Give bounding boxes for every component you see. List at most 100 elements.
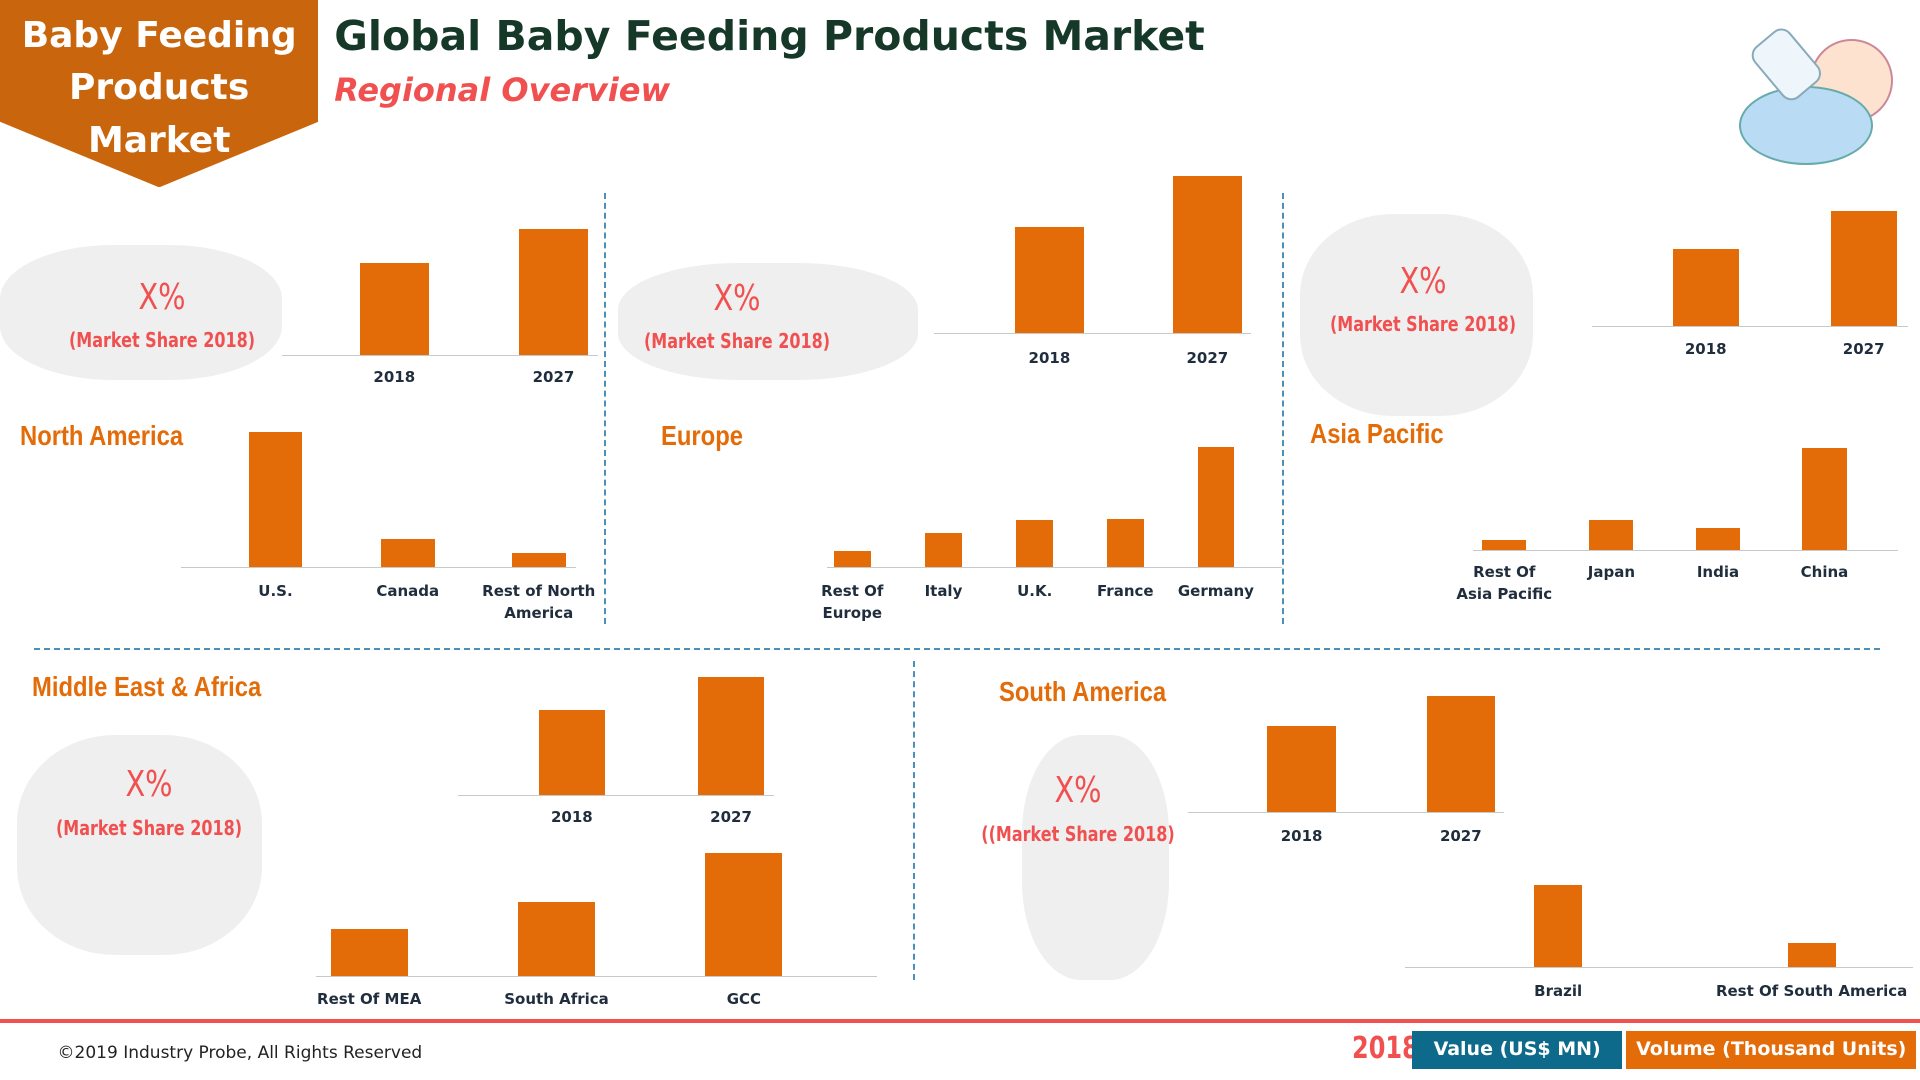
x-tick-label: Brazil <box>1534 981 1583 1000</box>
x-tick-label: Italy <box>924 582 963 601</box>
bar <box>1426 695 1496 812</box>
bar <box>517 902 596 976</box>
bar <box>1695 527 1740 550</box>
x-axis-line <box>457 794 774 796</box>
x-tick-label: Rest Of Asia Pacific <box>1456 562 1553 603</box>
bar <box>1016 520 1054 567</box>
market-share-value: X% <box>1399 260 1447 302</box>
x-tick-label: 2018 <box>550 807 593 826</box>
legend-item: Value (US$ MN) <box>1411 1031 1623 1069</box>
x-tick-label: Canada <box>376 582 440 601</box>
market-share-value: X% <box>125 764 173 806</box>
bar <box>1802 448 1847 550</box>
separator <box>1282 193 1285 625</box>
separator <box>913 661 916 980</box>
bar <box>705 853 783 976</box>
x-tick-label: 2018 <box>373 368 416 387</box>
bar <box>248 432 303 567</box>
x-tick-label: Rest Of South America <box>1715 981 1908 1000</box>
x-tick-label: 2027 <box>1439 827 1482 846</box>
bar <box>538 710 605 795</box>
bar <box>925 532 962 567</box>
bar <box>1015 226 1084 334</box>
x-tick-label: Rest Of MEA <box>317 990 422 1009</box>
x-tick-label: 2018 <box>1280 827 1323 846</box>
subtitle: Regional Overview <box>334 71 671 110</box>
x-axis-line <box>181 566 576 568</box>
bar <box>1173 176 1242 334</box>
copyright: ©2019 Industry Probe, All Rights Reserve… <box>57 1043 423 1064</box>
x-axis-line <box>1187 811 1504 813</box>
legend-item: Volume (Thousand Units) <box>1626 1031 1917 1069</box>
title: Global Baby Feeding Products Market <box>334 12 1205 61</box>
x-tick-label: Rest Of Europe <box>821 582 884 623</box>
bar <box>697 677 765 795</box>
x-tick-label: France <box>1097 582 1154 601</box>
bar <box>1534 885 1583 968</box>
badge-line: Baby Feeding <box>21 14 297 56</box>
market-share-label: (Market Share 2018) <box>68 328 255 353</box>
market-share-value: X% <box>1053 770 1102 812</box>
baby-body <box>1738 85 1874 166</box>
region-name: Europe <box>661 420 744 451</box>
bar <box>833 551 871 567</box>
map-shape <box>0 244 282 380</box>
market-share-value: X% <box>713 277 761 319</box>
map-shape <box>618 263 919 380</box>
x-axis-line <box>826 566 1283 568</box>
bar <box>1830 210 1897 326</box>
x-tick-label: 2027 <box>710 807 752 826</box>
bar <box>1787 942 1836 968</box>
x-tick-label: Japan <box>1587 562 1636 581</box>
bar <box>511 553 566 567</box>
bar <box>380 538 435 567</box>
x-tick-label: 2027 <box>1842 339 1885 358</box>
bar <box>1106 519 1144 567</box>
x-tick-label: South Africa <box>504 990 609 1009</box>
bar <box>1672 248 1739 326</box>
x-axis-line <box>934 333 1252 335</box>
map-shape <box>1022 734 1170 980</box>
region-name: Middle East & Africa <box>31 671 262 703</box>
x-tick-label: Rest of North America <box>482 582 596 623</box>
bar <box>1482 540 1527 550</box>
x-tick-label: India <box>1696 562 1740 581</box>
separator <box>34 647 1880 650</box>
market-share-label: (Market Share 2018) <box>1329 312 1516 337</box>
x-tick-label: China <box>1800 562 1849 581</box>
map-shape <box>17 734 263 956</box>
x-tick-label: U.K. <box>1017 582 1053 601</box>
x-tick-label: 2027 <box>532 368 575 387</box>
bar <box>1589 520 1634 550</box>
badge-line: Market <box>87 120 231 162</box>
x-axis-line <box>1473 549 1898 551</box>
x-tick-label: U.S. <box>258 582 293 601</box>
region-name: South America <box>999 675 1167 707</box>
market-share-value: X% <box>138 276 186 318</box>
market-share-label: (Market Share 2018) <box>56 815 243 840</box>
x-tick-label: GCC <box>726 990 762 1009</box>
bar <box>330 929 408 976</box>
bar <box>519 228 588 356</box>
market-share-label: (Market Share 2018) <box>644 329 831 354</box>
region-name: North America <box>19 420 183 451</box>
x-axis-line <box>1404 967 1913 969</box>
badge-line: Products <box>69 67 250 109</box>
x-axis-line <box>281 355 598 357</box>
x-tick-label: 2018 <box>1684 339 1727 358</box>
x-tick-label: Germany <box>1177 582 1254 601</box>
bar <box>360 263 429 356</box>
x-axis-line <box>315 975 877 977</box>
x-tick-label: 2018 <box>1028 348 1071 367</box>
map-shape <box>1300 214 1534 417</box>
market-share-label: ((Market Share 2018) <box>980 821 1175 846</box>
footer-rule <box>0 1018 1920 1023</box>
region-name: Asia Pacific <box>1310 417 1444 449</box>
separator <box>603 193 606 625</box>
bar <box>1197 446 1235 567</box>
x-axis-line <box>1591 325 1908 327</box>
x-tick-label: 2027 <box>1186 348 1229 367</box>
bar <box>1267 726 1336 812</box>
legend-year: 2018 <box>1351 1031 1419 1067</box>
